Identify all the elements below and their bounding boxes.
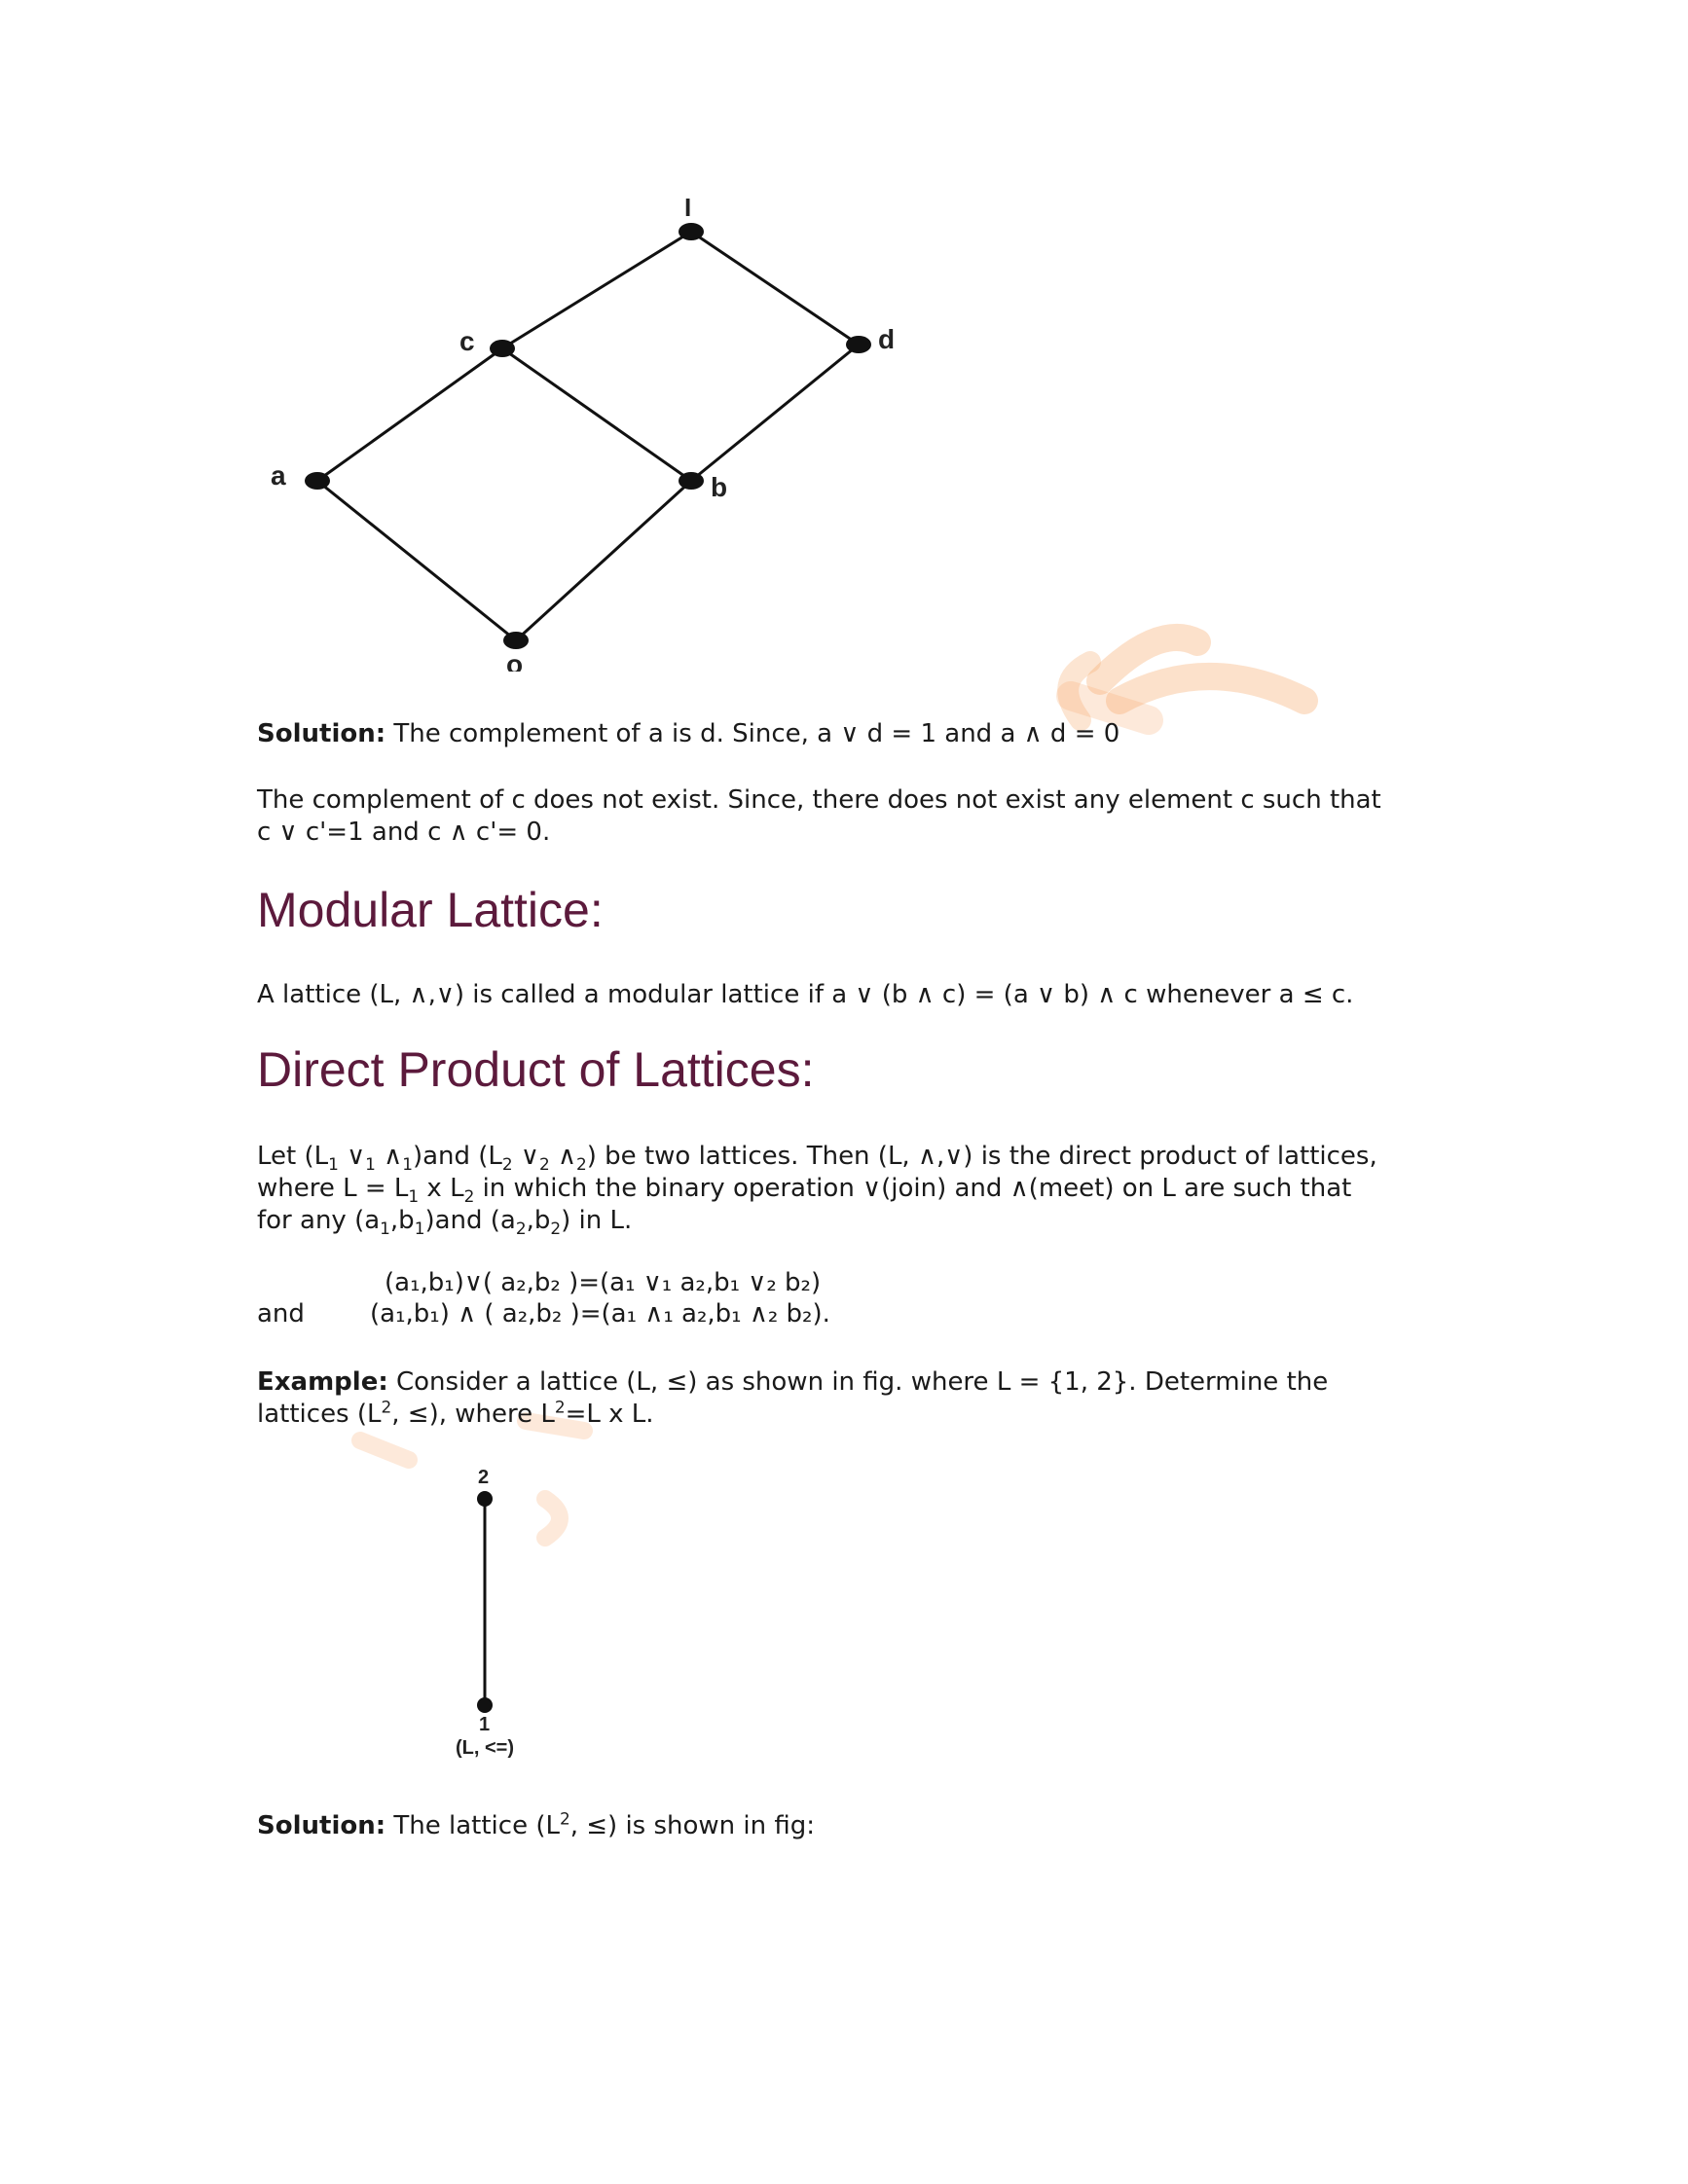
node-label-1: 1 [479,1714,490,1735]
direct-product-paragraph: Let (L1 ∨1 ∧1)and (L2 ∨2 ∧2) be two latt… [257,1141,1377,1237]
node-0 [503,632,529,649]
join-equation: (a₁,b₁)∨( a₂,b₂ )=(a₁ ∨₁ a₂,b₁ ∨₂ b₂) [385,1268,822,1297]
direct-product-line2: where L = L1 x L2 in which the binary op… [257,1174,1352,1207]
edge-b-0 [514,479,693,642]
node-label-c: c [459,326,475,356]
solution-complement-a: Solution: The complement of a is d. Sinc… [257,718,1119,750]
node-label-d: d [878,324,895,354]
example-line1: Example: Consider a lattice (L, ≤) as sh… [257,1367,1329,1397]
modular-lattice-definition: A lattice (L, ∧,∨) is called a modular l… [257,980,1354,1009]
lattice-diagram: I c d a b o [271,193,895,672]
node-c [490,340,515,357]
edge-d-b [690,343,860,483]
modular-lattice-heading: Modular Lattice: [257,883,604,937]
node-label-a: a [271,460,286,491]
solution-label: Solution: [257,1811,386,1840]
edge-a-0 [316,479,517,642]
complement-c-line1: The complement of c does not exist. Sinc… [257,785,1381,815]
node-d [846,336,871,353]
complement-c-line2: c ∨ c'=1 and c ∧ c'= 0. [257,818,551,847]
node-1 [477,1697,493,1713]
node-label-2: 2 [478,1467,489,1488]
edge-1-d [690,230,860,346]
node-2 [477,1491,493,1507]
solution-label: Solution: [257,719,386,748]
edge-1-c [501,230,692,350]
meet-equation: (a₁,b₁) ∧ ( a₂,b₂ )=(a₁ ∧₁ a₂,b₁ ∧₂ b₂). [370,1299,830,1329]
diagram-caption: (L, <=) [456,1737,514,1759]
complement-c-paragraph: The complement of c does not exist. Sinc… [257,784,1381,849]
example-paragraph: Example: Consider a lattice (L, ≤) as sh… [257,1366,1328,1431]
example-label: Example: [257,1367,388,1397]
direct-product-line3: for any (a1,b1)and (a2,b2) in L. [257,1206,633,1239]
and-label: and [257,1299,305,1329]
node-label-0: o [506,649,523,672]
node-label-b: b [711,472,727,502]
example-line2: lattices (L2, ≤), where L2=L x L. [257,1397,654,1429]
chain-lattice-diagram: 2 1 (L, <=) [456,1467,514,1759]
direct-product-line1: Let (L1 ∨1 ∧1)and (L2 ∨2 ∧2) be two latt… [257,1142,1377,1175]
edge-c-a [316,346,503,483]
node-1 [679,223,704,240]
direct-product-heading: Direct Product of Lattices: [257,1042,815,1097]
solution-text: The complement of a is d. Since, a ∨ d =… [385,719,1120,748]
node-b [679,472,704,490]
solution-lattice-l2: Solution: The lattice (L2, ≤) is shown i… [257,1808,816,1840]
edge-c-b [501,346,692,483]
node-label-1: I [684,193,691,222]
node-a [305,472,330,490]
